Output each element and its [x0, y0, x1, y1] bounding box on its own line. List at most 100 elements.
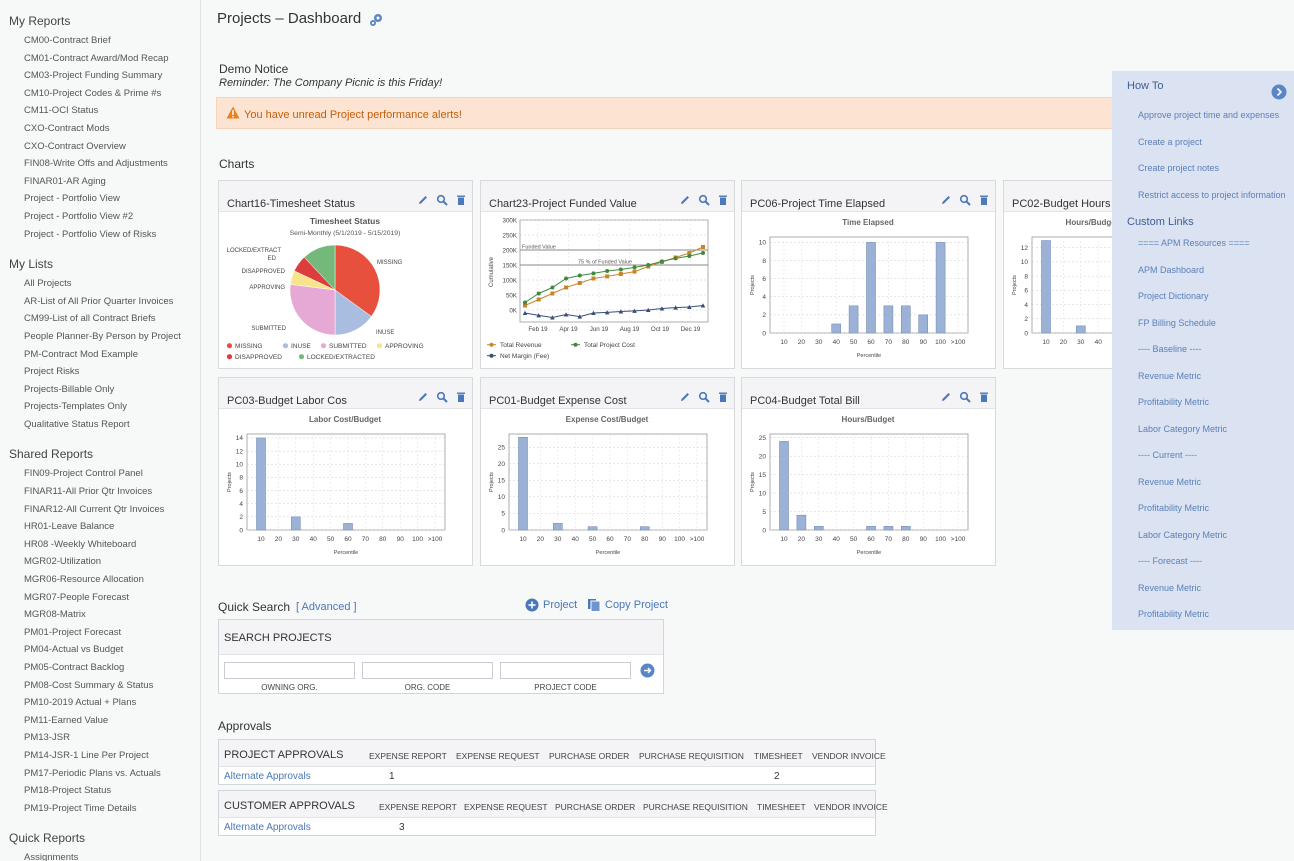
sidebar-report-link[interactable]: PM10-2019 Actual + Plans: [24, 697, 137, 709]
x-axis-label: Percentile: [596, 550, 620, 556]
how-to-link[interactable]: Restrict access to project information: [1138, 190, 1286, 200]
how-to-link[interactable]: Approve project time and expenses: [1138, 110, 1280, 120]
trash-icon[interactable]: [717, 391, 729, 403]
sidebar-report-link[interactable]: PM17-Periodic Plans vs. Actuals: [24, 767, 161, 779]
trash-icon[interactable]: [717, 194, 729, 206]
copy-project-button[interactable]: Copy Project: [587, 598, 668, 612]
sidebar-report-link[interactable]: CXO-Contract Mods: [24, 122, 110, 134]
magnify-icon[interactable]: [436, 391, 448, 403]
custom-link[interactable]: FP Billing Schedule: [1138, 317, 1216, 328]
org-code-input[interactable]: [362, 662, 493, 679]
sidebar-report-link[interactable]: Project Risks: [24, 366, 80, 378]
sidebar-report-link[interactable]: Qualitative Status Report: [24, 418, 130, 430]
sidebar-report-link[interactable]: MGR08-Matrix: [24, 609, 86, 621]
sidebar-report-link[interactable]: Assignments: [24, 852, 79, 861]
custom-link[interactable]: Profitability Metric: [1138, 609, 1210, 619]
custom-link[interactable]: Profitability Metric: [1138, 397, 1210, 407]
sidebar-report-link[interactable]: CM00-Contract Brief: [24, 35, 111, 46]
trash-icon[interactable]: [978, 194, 990, 206]
custom-link[interactable]: Labor Category Metric: [1138, 423, 1228, 434]
sidebar-report-link[interactable]: CM03-Project Funding Summary: [24, 70, 163, 82]
bar: [831, 323, 841, 334]
sidebar-report-link[interactable]: PM18-Project Status: [24, 785, 112, 797]
sidebar-report-link[interactable]: FIN08-Write Offs and Adjustments: [24, 158, 168, 170]
edit-pencil-icon[interactable]: [679, 194, 691, 206]
sidebar-report-link[interactable]: PM01-Project Forecast: [24, 626, 122, 638]
sidebar-report-link[interactable]: FIN09-Project Control Panel: [24, 468, 143, 480]
sidebar-report-link[interactable]: PM05-Contract Backlog: [24, 662, 125, 673]
alternate-approvals-link[interactable]: Alternate Approvals: [224, 771, 311, 782]
how-to-link[interactable]: Create a project: [1138, 137, 1203, 147]
advanced-search-link[interactable]: [ Advanced ]: [296, 601, 357, 613]
sidebar-report-link[interactable]: PM11-Earned Value: [24, 714, 109, 726]
sidebar-report-link[interactable]: HR08 -Weekly Whiteboard: [24, 538, 137, 550]
magnify-icon[interactable]: [959, 194, 971, 206]
sidebar-report-link[interactable]: All Projects: [24, 278, 72, 290]
approval-count[interactable]: 2: [774, 771, 780, 782]
edit-pencil-icon[interactable]: [940, 194, 952, 206]
custom-link[interactable]: ---- Baseline ----: [1138, 344, 1202, 354]
sidebar-report-link[interactable]: Project - Portfolio View of Risks: [24, 228, 157, 240]
trash-icon[interactable]: [455, 391, 467, 403]
sidebar-report-link[interactable]: AR-List of All Prior Quarter Invoices: [24, 295, 174, 307]
sidebar-report-link[interactable]: PM-Contract Mod Example: [24, 348, 139, 360]
edit-pencil-icon[interactable]: [417, 194, 429, 206]
sidebar-report-link[interactable]: FINAR01-AR Aging: [24, 175, 106, 187]
data-point: [605, 274, 610, 279]
sidebar-report-link[interactable]: MGR06-Resource Allocation: [24, 574, 144, 586]
sidebar-report-link[interactable]: Project - Portfolio View: [24, 193, 120, 205]
sidebar-report-link[interactable]: CM11-OCI Status: [24, 105, 99, 117]
edit-pencil-icon[interactable]: [940, 391, 952, 403]
custom-link[interactable]: Profitability Metric: [1138, 503, 1210, 513]
custom-link[interactable]: Labor Category Metric: [1138, 529, 1228, 540]
alternate-approvals-link[interactable]: Alternate Approvals: [224, 822, 311, 833]
new-project-button[interactable]: Project: [525, 598, 577, 612]
how-to-link[interactable]: Create project notes: [1138, 163, 1220, 173]
sidebar-report-link[interactable]: PM08-Cost Summary & Status: [24, 679, 154, 691]
custom-link[interactable]: Revenue Metric: [1138, 370, 1202, 381]
sidebar-report-link[interactable]: HR01-Leave Balance: [24, 521, 115, 533]
approval-count[interactable]: 1: [389, 771, 395, 782]
custom-link[interactable]: ---- Forecast ----: [1138, 556, 1202, 566]
magnify-icon[interactable]: [698, 391, 710, 403]
chevron-right-icon[interactable]: [1271, 84, 1287, 100]
magnify-icon[interactable]: [436, 194, 448, 206]
sidebar-report-link[interactable]: Projects-Templates Only: [24, 401, 127, 413]
bar: [553, 523, 563, 531]
trash-icon[interactable]: [455, 194, 467, 206]
magnify-icon[interactable]: [698, 194, 710, 206]
project-code-input[interactable]: [500, 662, 631, 679]
sidebar-report-link[interactable]: Projects-Billable Only: [24, 383, 115, 395]
trash-icon[interactable]: [978, 391, 990, 403]
sidebar-report-link[interactable]: PM19-Project Time Details: [24, 802, 137, 814]
sidebar-report-link[interactable]: CM10-Project Codes & Prime #s: [24, 87, 162, 99]
sidebar-report-link[interactable]: PM13-JSR: [24, 732, 70, 744]
custom-link[interactable]: ---- Current ----: [1138, 450, 1197, 460]
sidebar-report-link[interactable]: CM99-List of all Contract Briefs: [24, 313, 156, 325]
custom-link[interactable]: Project Dictionary: [1138, 291, 1209, 301]
sidebar-report-link[interactable]: FINAR11-All Prior Qtr Invoices: [24, 486, 153, 498]
magnify-icon[interactable]: [959, 391, 971, 403]
sidebar-report-link[interactable]: MGR02-Utilization: [24, 556, 102, 568]
approval-count[interactable]: 3: [399, 822, 405, 833]
y-axis-label: Projects: [489, 472, 495, 492]
edit-pencil-icon[interactable]: [417, 391, 429, 403]
sidebar-report-link[interactable]: Project - Portfolio View #2: [24, 210, 134, 222]
sidebar-report-link[interactable]: CM01-Contract Award/Mod Recap: [24, 52, 169, 64]
sidebar-report-link[interactable]: MGR07-People Forecast: [24, 591, 130, 603]
edit-pencil-icon[interactable]: [679, 391, 691, 403]
custom-link[interactable]: Revenue Metric: [1138, 476, 1202, 487]
custom-link[interactable]: Revenue Metric: [1138, 582, 1202, 593]
sidebar-report-link[interactable]: PM04-Actual vs Budget: [24, 644, 124, 656]
alert-text[interactable]: You have unread Project performance aler…: [244, 109, 462, 121]
search-go-icon[interactable]: [640, 663, 655, 678]
custom-link[interactable]: APM Dashboard: [1138, 264, 1205, 275]
sidebar-report-link[interactable]: FINAR12-All Current Qtr Invoices: [24, 503, 165, 515]
custom-link[interactable]: ==== APM Resources ====: [1138, 238, 1250, 248]
sidebar-report-link[interactable]: CXO-Contract Overview: [24, 140, 126, 152]
gear-icon[interactable]: [368, 12, 384, 28]
sidebar-report-link[interactable]: PM14-JSR-1 Line Per Project: [24, 749, 149, 761]
sidebar-report-link[interactable]: People Planner-By Person by Project: [24, 330, 181, 342]
owning-org-input[interactable]: [224, 662, 355, 679]
